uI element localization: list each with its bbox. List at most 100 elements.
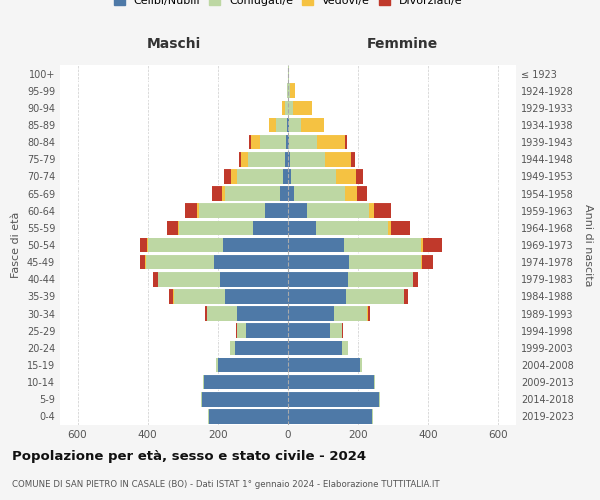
- Bar: [422, 255, 433, 270]
- Bar: [290, 152, 325, 166]
- Bar: [285, 152, 288, 166]
- Bar: [288, 238, 344, 252]
- Bar: [269, 118, 277, 132]
- Bar: [231, 169, 238, 184]
- Bar: [209, 409, 288, 424]
- Bar: [140, 255, 145, 270]
- Bar: [286, 135, 288, 150]
- Bar: [239, 152, 241, 166]
- Bar: [288, 358, 360, 372]
- Bar: [246, 324, 288, 338]
- Bar: [230, 340, 235, 355]
- Bar: [288, 272, 347, 286]
- Bar: [222, 186, 225, 201]
- Bar: [413, 272, 418, 286]
- Bar: [288, 169, 291, 184]
- Bar: [324, 118, 325, 132]
- Bar: [253, 220, 288, 235]
- Bar: [345, 135, 347, 150]
- Bar: [202, 392, 288, 406]
- Bar: [285, 100, 287, 115]
- Bar: [283, 169, 288, 184]
- Bar: [356, 169, 363, 184]
- Bar: [250, 135, 251, 150]
- Bar: [343, 340, 347, 355]
- Bar: [205, 306, 206, 321]
- Bar: [334, 306, 367, 321]
- Bar: [237, 324, 246, 338]
- Bar: [197, 204, 199, 218]
- Bar: [145, 255, 146, 270]
- Bar: [349, 255, 421, 270]
- Bar: [337, 169, 356, 184]
- Bar: [220, 272, 288, 286]
- Bar: [421, 238, 423, 252]
- Bar: [203, 375, 204, 390]
- Bar: [344, 238, 421, 252]
- Text: Popolazione per età, sesso e stato civile - 2024: Popolazione per età, sesso e stato civil…: [12, 450, 366, 463]
- Bar: [358, 186, 367, 201]
- Bar: [236, 324, 237, 338]
- Bar: [167, 220, 178, 235]
- Bar: [158, 272, 220, 286]
- Text: Femmine: Femmine: [367, 38, 437, 52]
- Bar: [179, 220, 253, 235]
- Y-axis label: Fasce di età: Fasce di età: [11, 212, 21, 278]
- Bar: [316, 220, 388, 235]
- Bar: [288, 135, 289, 150]
- Bar: [174, 289, 225, 304]
- Bar: [199, 204, 265, 218]
- Bar: [367, 306, 368, 321]
- Bar: [291, 169, 337, 184]
- Y-axis label: Anni di nascita: Anni di nascita: [583, 204, 593, 286]
- Bar: [214, 255, 288, 270]
- Bar: [293, 100, 312, 115]
- Bar: [218, 358, 288, 372]
- Bar: [282, 100, 285, 115]
- Bar: [241, 152, 248, 166]
- Bar: [388, 220, 391, 235]
- Bar: [212, 186, 222, 201]
- Bar: [288, 324, 330, 338]
- Bar: [288, 152, 290, 166]
- Bar: [280, 186, 288, 201]
- Bar: [391, 220, 410, 235]
- Bar: [148, 238, 223, 252]
- Bar: [288, 118, 289, 132]
- Bar: [287, 118, 288, 132]
- Bar: [351, 152, 355, 166]
- Bar: [289, 118, 301, 132]
- Bar: [146, 255, 214, 270]
- Bar: [288, 409, 372, 424]
- Bar: [260, 135, 286, 150]
- Text: Maschi: Maschi: [147, 38, 201, 52]
- Bar: [374, 375, 375, 390]
- Bar: [288, 306, 334, 321]
- Bar: [225, 186, 280, 201]
- Bar: [317, 135, 345, 150]
- Bar: [185, 204, 197, 218]
- Bar: [379, 392, 380, 406]
- Bar: [325, 152, 351, 166]
- Bar: [421, 255, 422, 270]
- Bar: [251, 135, 260, 150]
- Bar: [208, 409, 209, 424]
- Bar: [307, 204, 368, 218]
- Bar: [169, 289, 173, 304]
- Bar: [290, 84, 295, 98]
- Bar: [235, 340, 288, 355]
- Bar: [368, 306, 370, 321]
- Bar: [288, 204, 307, 218]
- Bar: [237, 306, 288, 321]
- Bar: [178, 220, 179, 235]
- Bar: [368, 204, 374, 218]
- Bar: [360, 358, 362, 372]
- Bar: [288, 392, 379, 406]
- Bar: [216, 358, 218, 372]
- Bar: [288, 66, 289, 81]
- Bar: [238, 169, 283, 184]
- Bar: [288, 186, 295, 201]
- Bar: [374, 204, 391, 218]
- Text: COMUNE DI SAN PIETRO IN CASALE (BO) - Dati ISTAT 1° gennaio 2024 - Elaborazione : COMUNE DI SAN PIETRO IN CASALE (BO) - Da…: [12, 480, 440, 489]
- Bar: [265, 204, 288, 218]
